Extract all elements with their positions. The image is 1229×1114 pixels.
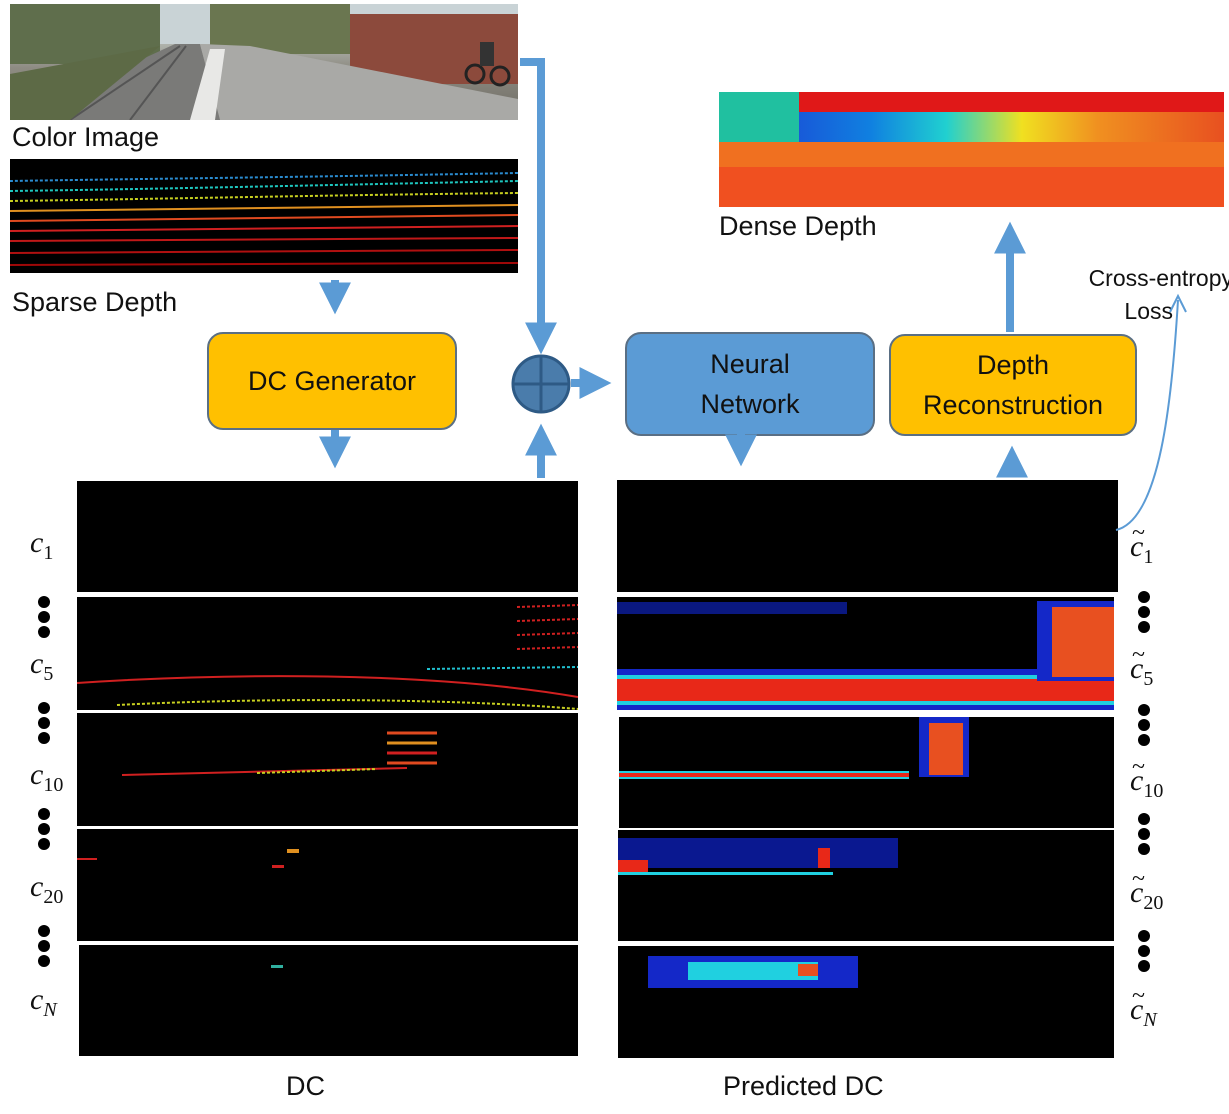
dc-channel-20-label: c20 xyxy=(30,870,64,908)
predicted-dc-channel-n xyxy=(618,946,1114,1058)
predicted-dc-channel-5 xyxy=(617,597,1114,710)
ellipsis-dots-right-3 xyxy=(1138,813,1150,858)
color-image-label: Color Image xyxy=(12,122,160,152)
predicted-dc-channel-5-heatmap xyxy=(617,601,1114,710)
predicted-dc-channel-1-label: ~ c1 xyxy=(1130,520,1154,568)
color-image xyxy=(10,4,518,120)
dc-channel-10 xyxy=(77,713,578,826)
depth-reconstruction-label-line-1: Depth xyxy=(976,350,1050,380)
neural-network-box: Neural Network xyxy=(625,332,875,436)
depth-reconstruction-box: Depth Reconstruction xyxy=(889,334,1137,436)
dc-generator-box: DC Generator xyxy=(207,332,457,430)
cross-entropy-loss-label: Cross-entropy Loss xyxy=(1058,262,1229,328)
dc-channel-20-dots xyxy=(77,849,299,868)
dense-depth-image xyxy=(719,92,1224,207)
depth-reconstruction-label-line-2: Reconstruction xyxy=(922,390,1104,420)
ellipsis-dots-left-1 xyxy=(38,596,50,641)
dc-generator-label: DC Generator xyxy=(247,366,417,396)
sparse-depth-scanlines xyxy=(10,172,518,266)
loss-arrow-head xyxy=(1169,293,1187,313)
ellipsis-dots-left-4 xyxy=(38,925,50,970)
predicted-dc-channel-n-label: ~ cN xyxy=(1130,983,1157,1031)
dc-channel-10-lines xyxy=(121,731,437,776)
ellipsis-dots-left-2 xyxy=(38,702,50,747)
dc-channel-10-label: c10 xyxy=(30,758,64,796)
arrow-predicted-dc-to-loss xyxy=(1115,299,1179,531)
predicted-dc-channel-5-label: ~ c5 xyxy=(1130,642,1154,690)
predicted-dc-channel-20-label: ~ c20 xyxy=(1130,866,1164,914)
dense-depth-label: Dense Depth xyxy=(719,211,877,241)
dc-channel-n-label: cN xyxy=(30,983,57,1021)
predicted-dc-caption: Predicted DC xyxy=(723,1071,884,1101)
predicted-dc-channel-10 xyxy=(619,717,1114,828)
predicted-dc-channel-20 xyxy=(618,830,1114,941)
concat-plus-icon xyxy=(511,354,571,414)
ellipsis-dots-right-1 xyxy=(1138,591,1150,636)
dense-depth-graphic xyxy=(719,92,1224,207)
dc-channel-n-dots xyxy=(271,965,283,968)
ellipsis-dots-right-2 xyxy=(1138,704,1150,749)
predicted-dc-channel-20-heatmap xyxy=(618,838,898,875)
dc-channel-1-label: c1 xyxy=(30,526,54,564)
sparse-depth-image xyxy=(10,159,518,273)
dc-channel-20 xyxy=(77,829,578,941)
sparse-depth-label: Sparse Depth xyxy=(12,287,178,317)
dc-channel-5-label: c5 xyxy=(30,647,54,685)
dc-channel-n xyxy=(79,945,578,1056)
cross-entropy-label-line-1: Cross-entropy xyxy=(1088,265,1229,291)
arrow-color-image-to-concat xyxy=(520,58,557,355)
neural-network-label-line-1: Neural xyxy=(710,349,790,379)
dc-channel-1 xyxy=(77,481,578,592)
dc-channel-5 xyxy=(77,597,578,710)
predicted-dc-channel-n-heatmap xyxy=(648,956,858,988)
ellipsis-dots-left-3 xyxy=(38,808,50,853)
predicted-dc-channel-10-label: ~ c10 xyxy=(1130,754,1164,802)
dc-caption: DC xyxy=(286,1071,325,1101)
predicted-dc-channel-1 xyxy=(617,480,1118,592)
ellipsis-dots-right-4 xyxy=(1138,930,1150,975)
cross-entropy-label-line-2: Loss xyxy=(1124,298,1173,324)
predicted-dc-channel-10-heatmap xyxy=(619,717,969,779)
neural-network-label-line-2: Network xyxy=(700,389,800,419)
dc-channel-5-lines xyxy=(77,604,578,710)
street-scene-graphic xyxy=(10,4,518,120)
